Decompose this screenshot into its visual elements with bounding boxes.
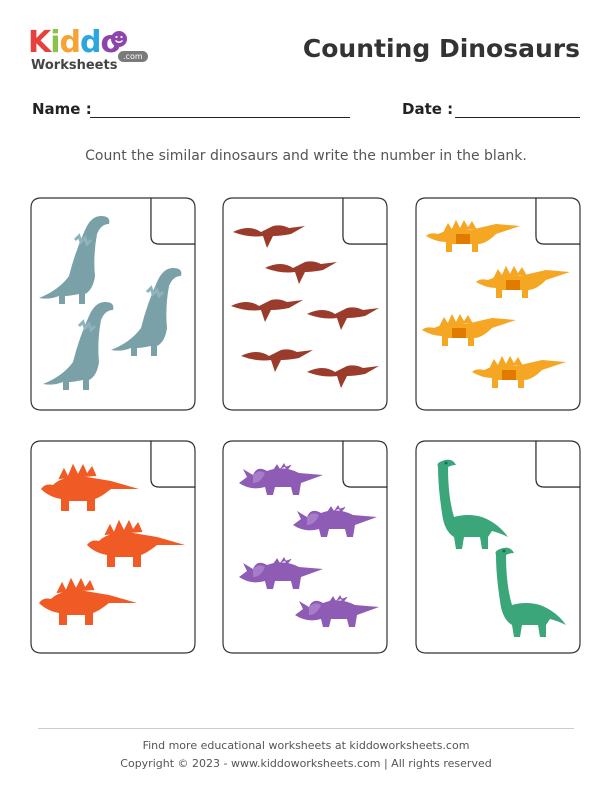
dino-card-diplodocus [415, 440, 581, 654]
instructions: Count the similar dinosaurs and write th… [85, 148, 527, 164]
triceratops-icon [239, 557, 323, 589]
dino-card-pterodactyl [222, 197, 388, 411]
footer-divider [38, 728, 574, 729]
pterodactyl-icon [307, 365, 379, 388]
pterodactyl-icon [233, 225, 305, 248]
logo-subtitle: Worksheets [31, 58, 118, 73]
dino-card-stegosaurus-red [30, 440, 196, 654]
dino-group [231, 225, 379, 388]
card-frame [415, 440, 581, 654]
brachiosaurus-icon [111, 268, 182, 356]
dino-group [39, 463, 185, 625]
logo-letter: d [80, 25, 102, 60]
stegosaurus-icon [476, 265, 570, 298]
date-label: Date : [402, 100, 454, 118]
stegosaurus-icon [39, 577, 137, 625]
brachiosaurus-icon [43, 302, 114, 390]
stegosaurus-icon [87, 519, 185, 567]
card-frame [222, 440, 388, 654]
name-label: Name : [32, 100, 92, 118]
logo-badge: .com [118, 51, 148, 62]
logo-letter: d [59, 25, 82, 60]
triceratops-icon [295, 595, 379, 627]
smiley-icon [111, 31, 127, 47]
logo-wordmark: Kiddo [28, 25, 121, 60]
dino-card-stegosaurus-yellow [415, 197, 581, 411]
triceratops-icon [239, 463, 323, 495]
card-frame [415, 197, 581, 411]
kiddo-worksheets-logo: Kiddo Worksheets .com [28, 26, 158, 76]
dino-group [422, 219, 570, 388]
stegosaurus-icon [426, 219, 520, 252]
pterodactyl-icon [241, 349, 313, 372]
page-title: Counting Dinosaurs [302, 34, 580, 63]
triceratops-icon [293, 505, 377, 537]
dino-group [39, 216, 182, 390]
card-frame [30, 197, 196, 411]
brachiosaurus-icon [39, 216, 110, 304]
dino-group [437, 459, 566, 637]
stegosaurus-icon [41, 463, 139, 511]
logo-letter: K [28, 25, 51, 60]
stegosaurus-icon [472, 355, 566, 388]
dino-card-brachiosaurus [30, 197, 196, 411]
dino-card-triceratops [222, 440, 388, 654]
name-line[interactable] [90, 117, 350, 118]
logo-letter: i [50, 25, 60, 60]
date-line[interactable] [455, 117, 580, 118]
dino-group [239, 463, 379, 627]
pterodactyl-icon [307, 307, 379, 330]
diplodocus-icon [437, 459, 508, 549]
footer-line-1: Find more educational worksheets at kidd… [142, 739, 470, 752]
footer-line-2: Copyright © 2023 - www.kiddoworksheets.c… [120, 757, 492, 770]
stegosaurus-icon [422, 313, 516, 346]
pterodactyl-icon [231, 299, 303, 322]
pterodactyl-icon [265, 261, 337, 284]
diplodocus-icon [495, 547, 566, 637]
